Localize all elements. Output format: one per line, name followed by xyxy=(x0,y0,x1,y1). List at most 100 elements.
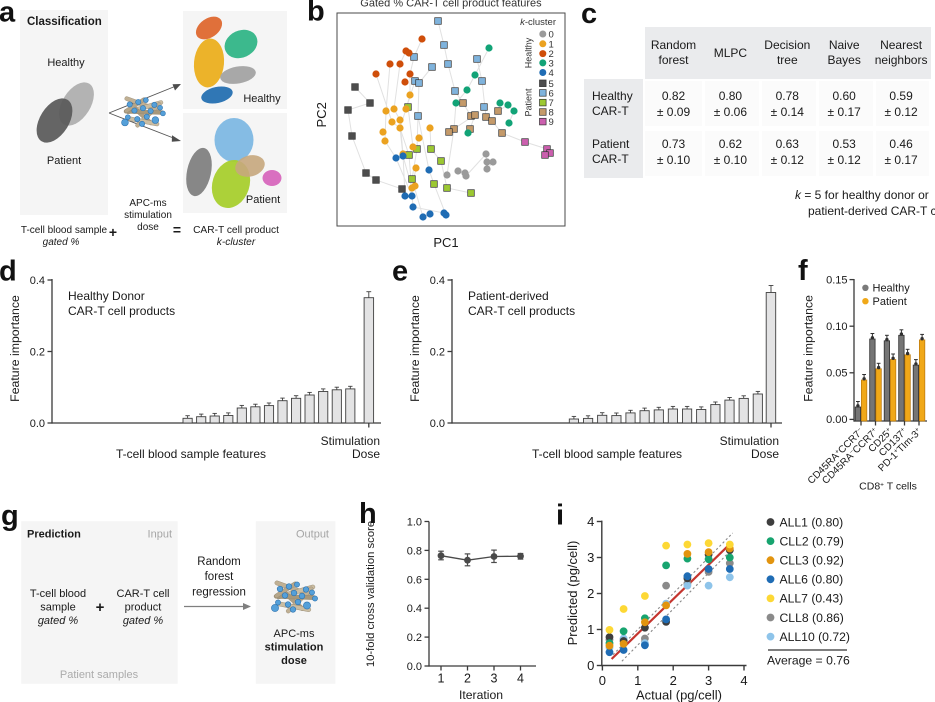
svg-text:1: 1 xyxy=(587,622,594,637)
svg-text:PC2: PC2 xyxy=(314,102,329,127)
svg-text:4: 4 xyxy=(740,673,747,688)
svg-text:Gated % CAR-T cell product fea: Gated % CAR-T cell product features xyxy=(360,0,542,10)
svg-text:3: 3 xyxy=(705,673,712,688)
svg-text:Feature importance: Feature importance xyxy=(8,295,22,402)
svg-text:3: 3 xyxy=(549,58,554,69)
svg-text:g: g xyxy=(1,500,19,532)
svg-text:regression: regression xyxy=(192,587,246,599)
svg-text:0.4: 0.4 xyxy=(407,603,422,615)
svg-text:Patient: Patient xyxy=(246,194,280,206)
svg-text:0.4: 0.4 xyxy=(30,275,45,287)
svg-text:2: 2 xyxy=(670,673,677,688)
svg-text:stimulation: stimulation xyxy=(124,210,172,221)
svg-text:Patient-derived: Patient-derived xyxy=(468,289,549,303)
svg-text:Classification: Classification xyxy=(27,16,102,28)
svg-text:Healthy: Healthy xyxy=(524,37,534,68)
svg-text:0.6: 0.6 xyxy=(407,574,422,586)
svg-text:9: 9 xyxy=(549,117,554,128)
svg-text:T-cell blood sample: T-cell blood sample xyxy=(21,225,108,236)
svg-text:f: f xyxy=(798,255,808,287)
svg-text:Patient samples: Patient samples xyxy=(60,669,139,681)
svg-text:3: 3 xyxy=(587,550,594,565)
svg-text:4: 4 xyxy=(517,672,524,686)
svg-text:a: a xyxy=(0,0,16,29)
svg-text:0.8: 0.8 xyxy=(407,545,422,557)
svg-text:gated %: gated % xyxy=(43,237,80,248)
svg-text:Iteration: Iteration xyxy=(459,688,503,702)
svg-text:Healthy Donor: Healthy Donor xyxy=(68,289,145,303)
svg-text:0.00: 0.00 xyxy=(826,414,847,426)
svg-text:Dose: Dose xyxy=(751,447,779,461)
svg-text:+: + xyxy=(109,224,117,240)
svg-text:T-cell blood sample features: T-cell blood sample features xyxy=(116,447,266,461)
svg-text:Patient: Patient xyxy=(524,88,534,117)
svg-text:Healthy: Healthy xyxy=(873,283,911,295)
svg-text:CAR-T cell product: CAR-T cell product xyxy=(193,225,279,236)
svg-text:0: 0 xyxy=(587,658,594,673)
svg-text:1: 1 xyxy=(549,39,554,50)
svg-text:d: d xyxy=(0,256,17,288)
svg-text:1: 1 xyxy=(634,673,641,688)
svg-text:3: 3 xyxy=(491,672,498,686)
svg-text:gated %: gated % xyxy=(123,615,164,627)
svg-text:CLL2 (0.79): CLL2 (0.79) xyxy=(780,534,844,548)
svg-text:Predicted (pg/cell): Predicted (pg/cell) xyxy=(565,541,580,646)
svg-text:8: 8 xyxy=(549,108,554,119)
svg-text:+: + xyxy=(96,599,105,616)
svg-text:Feature importance: Feature importance xyxy=(408,295,422,402)
svg-text:Patient: Patient xyxy=(47,155,81,167)
svg-text:CAR-T cell: CAR-T cell xyxy=(117,588,170,600)
svg-text:0.0: 0.0 xyxy=(407,661,422,673)
svg-text:sample: sample xyxy=(40,602,75,614)
svg-text:6: 6 xyxy=(549,88,554,99)
svg-text:T-cell blood sample features: T-cell blood sample features xyxy=(532,447,682,461)
svg-text:1: 1 xyxy=(438,672,445,686)
svg-text:Output: Output xyxy=(296,529,329,541)
svg-text:ALL7 (0.43): ALL7 (0.43) xyxy=(780,592,844,606)
svg-text:forest: forest xyxy=(205,571,235,583)
svg-text:4: 4 xyxy=(587,514,594,529)
svg-text:7: 7 xyxy=(549,98,554,109)
svg-text:Random: Random xyxy=(197,556,240,568)
svg-text:Feature importance: Feature importance xyxy=(802,295,816,402)
svg-text:0: 0 xyxy=(599,673,606,688)
svg-text:ALL1 (0.80): ALL1 (0.80) xyxy=(780,515,844,529)
svg-text:0.2: 0.2 xyxy=(30,346,45,358)
svg-text:b: b xyxy=(307,0,325,28)
svg-text:CAR-T cell products: CAR-T cell products xyxy=(68,304,175,318)
svg-text:i: i xyxy=(556,500,564,532)
svg-text:0.15: 0.15 xyxy=(826,274,847,286)
svg-text:k-cluster: k-cluster xyxy=(520,17,556,28)
svg-text:Stimulation: Stimulation xyxy=(321,434,380,448)
svg-text:0.0: 0.0 xyxy=(30,418,45,430)
svg-text:product: product xyxy=(125,602,162,614)
svg-text:CAR-T cell products: CAR-T cell products xyxy=(468,304,575,318)
svg-text:Healthy: Healthy xyxy=(243,93,281,105)
svg-text:0.10: 0.10 xyxy=(826,321,847,333)
svg-text:CLL8 (0.86): CLL8 (0.86) xyxy=(780,611,844,625)
svg-text:0.2: 0.2 xyxy=(407,632,422,644)
svg-text:Actual (pg/cell): Actual (pg/cell) xyxy=(636,688,722,702)
svg-text:0.4: 0.4 xyxy=(430,275,445,287)
svg-text:k-cluster: k-cluster xyxy=(217,237,256,248)
svg-text:APC-ms: APC-ms xyxy=(274,628,315,640)
svg-text:stimulation: stimulation xyxy=(265,642,324,654)
svg-text:h: h xyxy=(359,500,377,530)
svg-text:2: 2 xyxy=(587,586,594,601)
svg-text:APC-ms: APC-ms xyxy=(129,198,166,209)
svg-text:dose: dose xyxy=(281,655,307,667)
svg-text:Patient: Patient xyxy=(873,296,907,308)
svg-text:1.0: 1.0 xyxy=(407,517,422,529)
svg-text:gated %: gated % xyxy=(38,615,79,627)
svg-text:Input: Input xyxy=(148,529,172,541)
svg-text:dose: dose xyxy=(137,222,159,233)
svg-text:Healthy: Healthy xyxy=(47,57,85,69)
svg-text:5: 5 xyxy=(549,79,554,90)
svg-text:2: 2 xyxy=(464,672,471,686)
svg-text:0.05: 0.05 xyxy=(826,368,847,380)
svg-text:CLL3 (0.92): CLL3 (0.92) xyxy=(780,554,844,568)
svg-text:Dose: Dose xyxy=(352,447,380,461)
svg-text:Prediction: Prediction xyxy=(27,529,81,541)
svg-text:=: = xyxy=(173,222,181,238)
svg-text:CD8+ T cells: CD8+ T cells xyxy=(859,481,917,493)
